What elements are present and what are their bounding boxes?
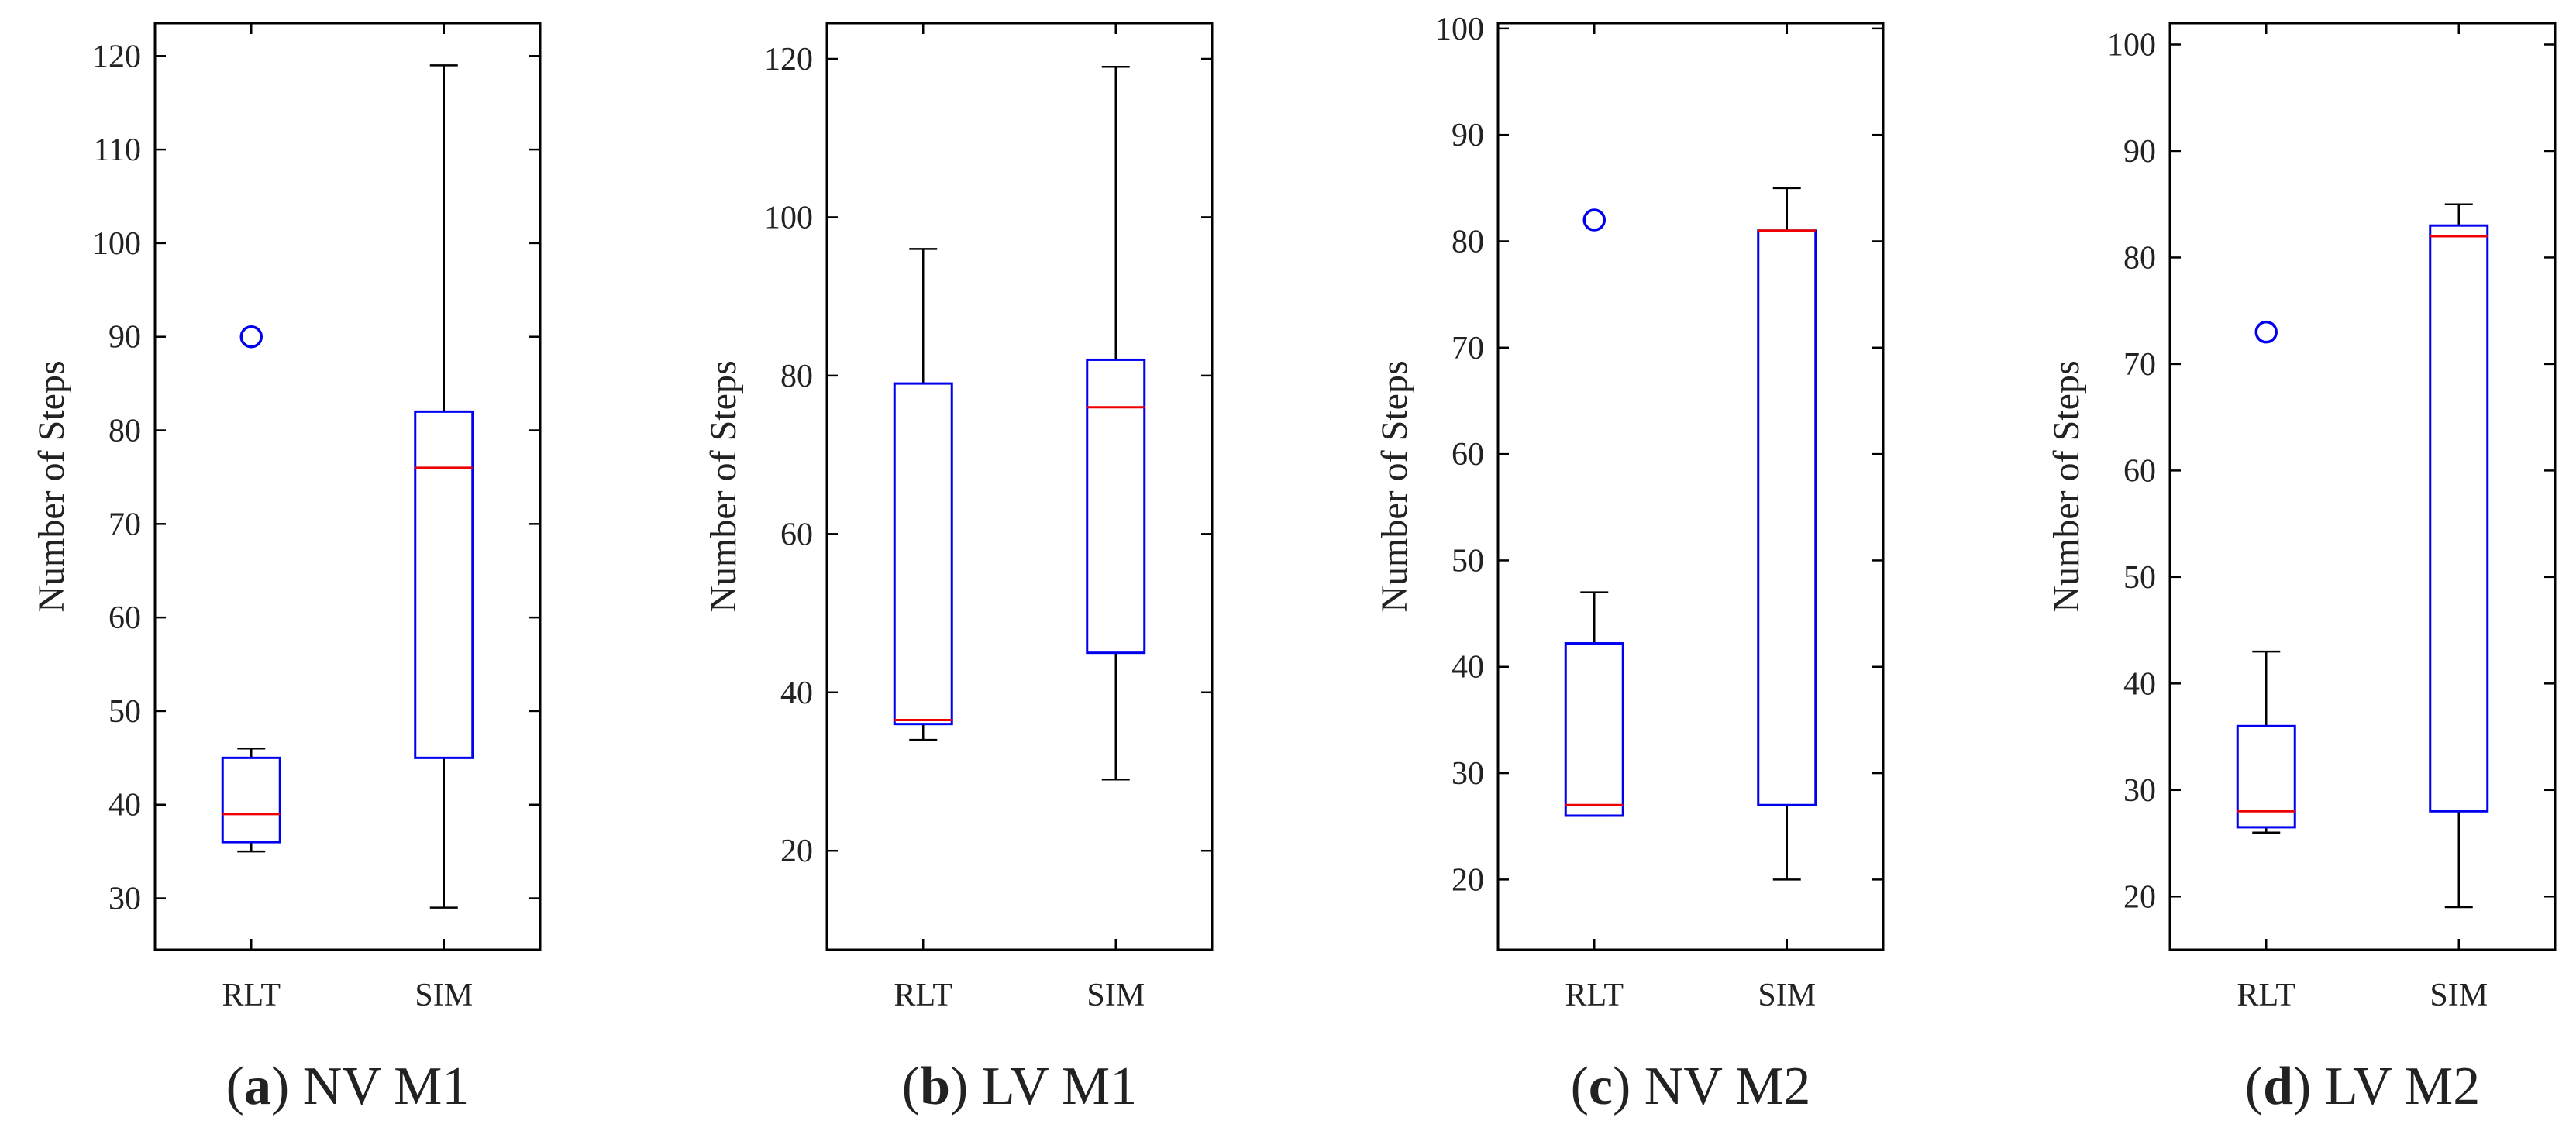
- boxplot-sim: [1086, 65, 1146, 781]
- axes-frame: [153, 22, 542, 951]
- x-category-label: SIM: [1087, 978, 1145, 1013]
- y-axis-label: Number of Steps: [2046, 360, 2087, 612]
- x-category-label: SIM: [415, 978, 473, 1013]
- y-tick-label: 50: [108, 694, 141, 730]
- y-tick-label: 80: [780, 359, 813, 394]
- y-tick-label: 90: [108, 320, 141, 356]
- axes-frame: [825, 22, 1214, 951]
- y-tick-label: 50: [1452, 543, 1484, 579]
- chart-panel-a: 30 40 50 60 70 80 90 100 110 120 RLT SIM Number of S…: [31, 22, 542, 1116]
- y-tick-label: 40: [2123, 666, 2156, 702]
- boxplot-rlt: [221, 325, 281, 853]
- x-category-label: RLT: [2237, 978, 2295, 1013]
- y-tick-label: 60: [1452, 437, 1484, 473]
- axes-frame: [1496, 22, 1885, 951]
- boxplot-sim: [414, 64, 474, 909]
- y-tick-label: 80: [1452, 224, 1484, 260]
- x-category-label: RLT: [894, 978, 952, 1013]
- y-tick-label: 120: [764, 42, 813, 77]
- iqr-box: [2429, 224, 2489, 813]
- y-tick-label: 70: [2123, 347, 2156, 383]
- y-axis-label: Number of Steps: [1374, 360, 1415, 612]
- y-tick-label: 100: [92, 226, 141, 262]
- y-tick-label: 80: [2123, 240, 2156, 276]
- y-tick-label: 40: [780, 676, 813, 711]
- x-category-label: RLT: [1565, 978, 1624, 1013]
- boxplot-rlt: [893, 248, 953, 741]
- y-axis-label: Number of Steps: [31, 360, 72, 612]
- chart-panel-c: 20 30 40 50 60 70 80 90 100 RLT SIM Number of Steps…: [1374, 12, 1885, 1116]
- y-tick-label: 40: [1452, 650, 1484, 686]
- outlier-point: [2254, 320, 2278, 344]
- y-tick-label: 120: [92, 39, 141, 74]
- chart-panel-d: 20 30 40 50 60 70 80 90 100 RLT SIM Number of Steps…: [2046, 22, 2557, 1116]
- panel-caption: (b) LV M1: [902, 1057, 1137, 1116]
- boxplot-sim: [2429, 203, 2489, 909]
- y-tick-label: 60: [108, 600, 141, 636]
- y-tick-label: 80: [108, 414, 141, 449]
- y-tick-label: 100: [2107, 27, 2156, 63]
- y-tick-label: 90: [2123, 134, 2156, 170]
- axes-frame: [2168, 22, 2557, 951]
- y-tick-label: 70: [1452, 331, 1484, 366]
- y-tick-label: 20: [2123, 879, 2156, 915]
- y-tick-label: 100: [764, 200, 813, 235]
- x-category-label: RLT: [222, 978, 281, 1013]
- boxplot-sim: [1757, 187, 1817, 881]
- y-tick-label: 60: [2123, 453, 2156, 489]
- y-tick-label: 70: [108, 507, 141, 542]
- iqr-box: [1757, 229, 1817, 806]
- outlier-point: [1582, 208, 1606, 232]
- iqr-box: [1564, 642, 1624, 817]
- y-axis-label: Number of Steps: [703, 360, 744, 612]
- iqr-box: [414, 410, 474, 759]
- iqr-box: [893, 382, 953, 726]
- x-category-label: SIM: [1758, 978, 1816, 1013]
- y-tick-label: 30: [108, 882, 141, 917]
- panel-caption: (c) NV M2: [1571, 1057, 1811, 1116]
- y-tick-label: 30: [2123, 773, 2156, 809]
- y-tick-label: 40: [108, 788, 141, 823]
- panel-caption: (a) NV M1: [226, 1057, 470, 1116]
- y-tick-label: 90: [1452, 118, 1484, 153]
- boxplot-rlt: [2236, 320, 2296, 834]
- boxplot-rlt: [1564, 208, 1624, 817]
- chart-panel-b: 20 40 60 80 100 120 RLT SIM Number of Steps (b) L…: [703, 22, 1214, 1116]
- y-tick-label: 110: [94, 132, 141, 168]
- y-tick-label: 30: [1452, 756, 1484, 792]
- y-tick-label: 20: [1452, 862, 1484, 898]
- y-tick-label: 60: [780, 517, 813, 552]
- y-tick-label: 20: [780, 834, 813, 869]
- x-category-label: SIM: [2430, 978, 2488, 1013]
- outlier-point: [239, 325, 263, 349]
- iqr-box: [2236, 724, 2296, 829]
- panel-caption: (d) LV M2: [2245, 1057, 2480, 1116]
- iqr-box: [1086, 358, 1146, 655]
- y-tick-label: 50: [2123, 560, 2156, 596]
- iqr-box: [221, 756, 281, 844]
- y-tick-label: 100: [1435, 12, 1484, 47]
